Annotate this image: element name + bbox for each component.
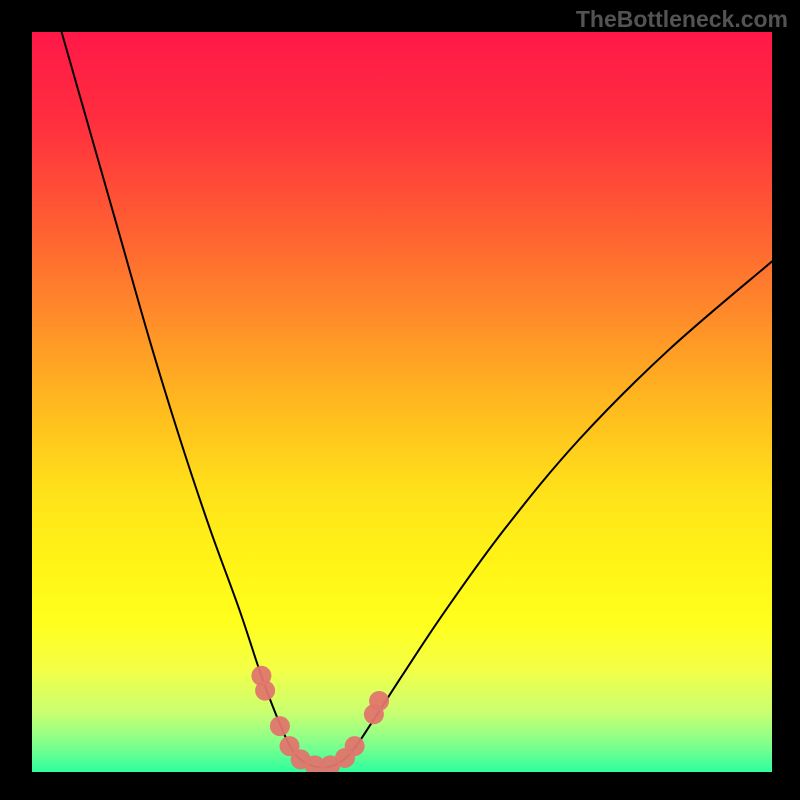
- watermark-text: TheBottleneck.com: [576, 6, 788, 33]
- scatter-point: [270, 716, 290, 736]
- chart-svg: [32, 32, 772, 772]
- plot-area: [32, 32, 772, 772]
- gradient-background: [32, 32, 772, 772]
- scatter-point: [345, 736, 365, 756]
- scatter-point: [369, 691, 389, 711]
- scatter-point: [255, 681, 275, 701]
